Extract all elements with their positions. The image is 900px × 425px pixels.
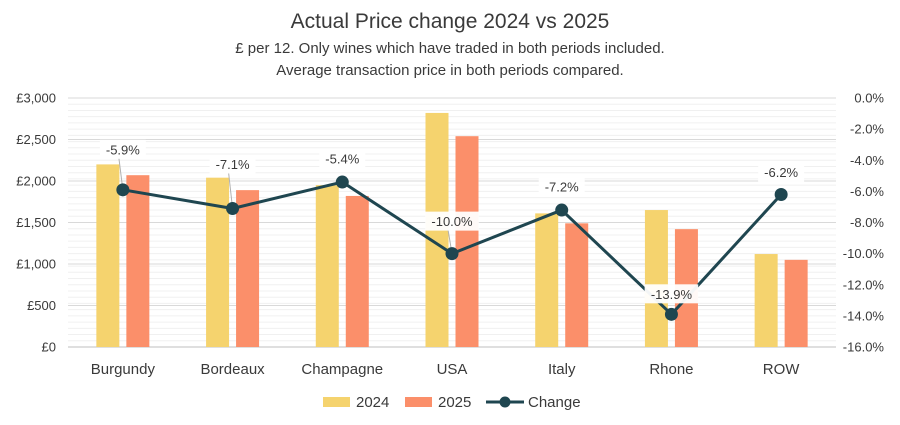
y-right-tick-label: -12.0%	[843, 277, 885, 292]
legend-label-change: Change	[528, 394, 581, 411]
legend-marker-change	[499, 396, 511, 408]
bar-2024-champagne	[315, 185, 339, 347]
y-right-tick-label: -8.0%	[850, 215, 884, 230]
y-left-tick-label: £0	[42, 340, 56, 355]
y-left-tick-label: £3,000	[16, 91, 56, 106]
data-label-background	[758, 162, 805, 182]
x-category-label: Italy	[548, 361, 576, 378]
bar-2024-bordeaux	[206, 177, 230, 347]
data-label-background	[209, 154, 256, 174]
change-data-label: -13.9%	[651, 287, 693, 302]
bar-2025-usa	[455, 136, 479, 347]
change-marker-bordeaux	[226, 201, 240, 215]
change-marker-champagne	[335, 175, 349, 189]
bar-2024-burgundy	[96, 164, 120, 347]
y-right-tick-label: -16.0%	[843, 340, 885, 355]
y-right-tick-label: -10.0%	[843, 246, 885, 261]
legend-swatch-2024	[323, 397, 350, 407]
bar-2025-champagne	[345, 195, 369, 347]
x-category-label: Champagne	[301, 361, 383, 378]
y-right-tick-label: 0.0%	[854, 91, 884, 106]
change-data-label: -7.2%	[545, 180, 579, 195]
x-category-label: ROW	[763, 361, 801, 378]
data-label-background	[99, 139, 146, 159]
x-category-label: Burgundy	[91, 361, 156, 378]
y-right-tick-label: -6.0%	[850, 184, 884, 199]
chart-title: Actual Price change 2024 vs 2025	[290, 10, 610, 33]
change-marker-italy	[555, 203, 569, 217]
change-marker-row	[774, 187, 788, 201]
change-data-label: -6.2%	[764, 165, 798, 180]
x-category-label: USA	[437, 361, 468, 378]
change-marker-usa	[445, 247, 459, 261]
y-right-tick-label: -4.0%	[850, 153, 884, 168]
change-data-label: -5.9%	[106, 142, 140, 157]
bar-2025-row	[784, 259, 808, 347]
legend-label-2025: 2025	[438, 394, 471, 411]
change-data-label: -5.4%	[325, 152, 359, 167]
chart-subtitle-line-1: £ per 12. Only wines which have traded i…	[235, 40, 665, 57]
data-label-background	[538, 177, 585, 197]
y-left-tick-label: £2,000	[16, 174, 56, 189]
legend-swatch-2025	[405, 397, 432, 407]
bar-2025-burgundy	[126, 175, 150, 347]
data-label-background	[319, 149, 366, 169]
y-left-tick-label: £500	[27, 298, 56, 313]
y-left-tick-label: £1,500	[16, 215, 56, 230]
bar-2024-italy	[535, 213, 559, 347]
bar-2025-italy	[565, 223, 589, 347]
change-marker-burgundy	[116, 183, 130, 197]
chart-subtitle-line-2: Average transaction price in both period…	[276, 62, 624, 79]
data-label-background	[425, 211, 479, 231]
y-right-tick-label: -14.0%	[843, 308, 885, 323]
bar-2024-rhone	[644, 210, 668, 347]
x-category-label: Rhone	[649, 361, 693, 378]
y-left-tick-label: £2,500	[16, 132, 56, 147]
change-marker-rhone	[664, 307, 678, 321]
bar-2025-bordeaux	[236, 190, 260, 347]
change-data-label: -10.0%	[431, 214, 473, 229]
x-category-label: Bordeaux	[200, 361, 265, 378]
change-data-label: -7.1%	[216, 157, 250, 172]
bar-2024-row	[754, 254, 778, 347]
y-left-tick-label: £1,000	[16, 257, 56, 272]
legend-label-2024: 2024	[356, 394, 389, 411]
y-right-tick-label: -2.0%	[850, 122, 884, 137]
data-label-background	[644, 284, 699, 304]
